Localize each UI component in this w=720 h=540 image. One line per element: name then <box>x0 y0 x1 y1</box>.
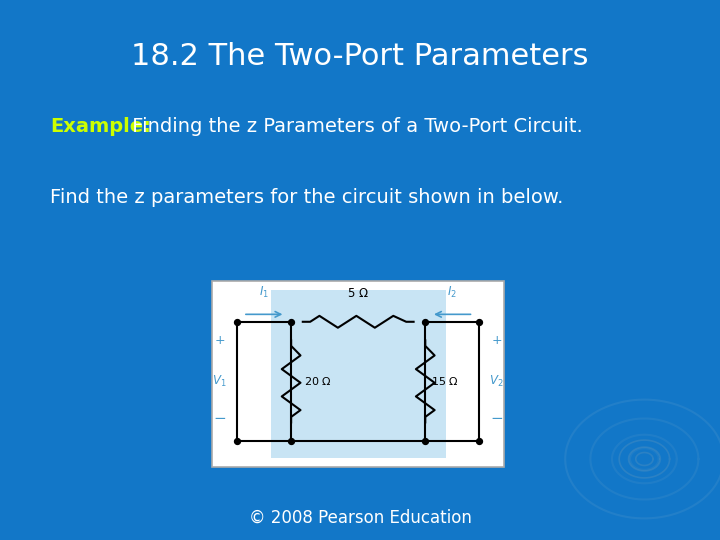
Text: $I_2$: $I_2$ <box>447 285 457 300</box>
Bar <box>212 281 504 467</box>
Bar <box>271 290 446 458</box>
Text: −: − <box>490 411 503 426</box>
Point <box>285 318 297 326</box>
Text: −: − <box>213 411 226 426</box>
Point <box>420 318 431 326</box>
Text: © 2008 Pearson Education: © 2008 Pearson Education <box>248 508 472 526</box>
Text: 20 $\Omega$: 20 $\Omega$ <box>305 375 332 387</box>
Point <box>420 437 431 445</box>
Text: 5 $\Omega$: 5 $\Omega$ <box>347 287 369 300</box>
Text: +: + <box>215 334 225 347</box>
Text: $I_1$: $I_1$ <box>259 285 269 300</box>
Text: Finding the z Parameters of a Two-Port Circuit.: Finding the z Parameters of a Two-Port C… <box>126 117 582 137</box>
Text: $V_1$: $V_1$ <box>212 374 227 389</box>
Text: Example:: Example: <box>50 117 151 137</box>
Point <box>231 318 243 326</box>
Point <box>474 437 485 445</box>
Point <box>285 437 297 445</box>
Text: +: + <box>491 334 502 347</box>
Text: $V_2$: $V_2$ <box>490 374 504 389</box>
Text: 18.2 The Two-Port Parameters: 18.2 The Two-Port Parameters <box>131 42 589 71</box>
Point <box>231 437 243 445</box>
Text: 15 $\Omega$: 15 $\Omega$ <box>431 375 459 387</box>
Text: Find the z parameters for the circuit shown in below.: Find the z parameters for the circuit sh… <box>50 187 564 207</box>
Point <box>474 318 485 326</box>
